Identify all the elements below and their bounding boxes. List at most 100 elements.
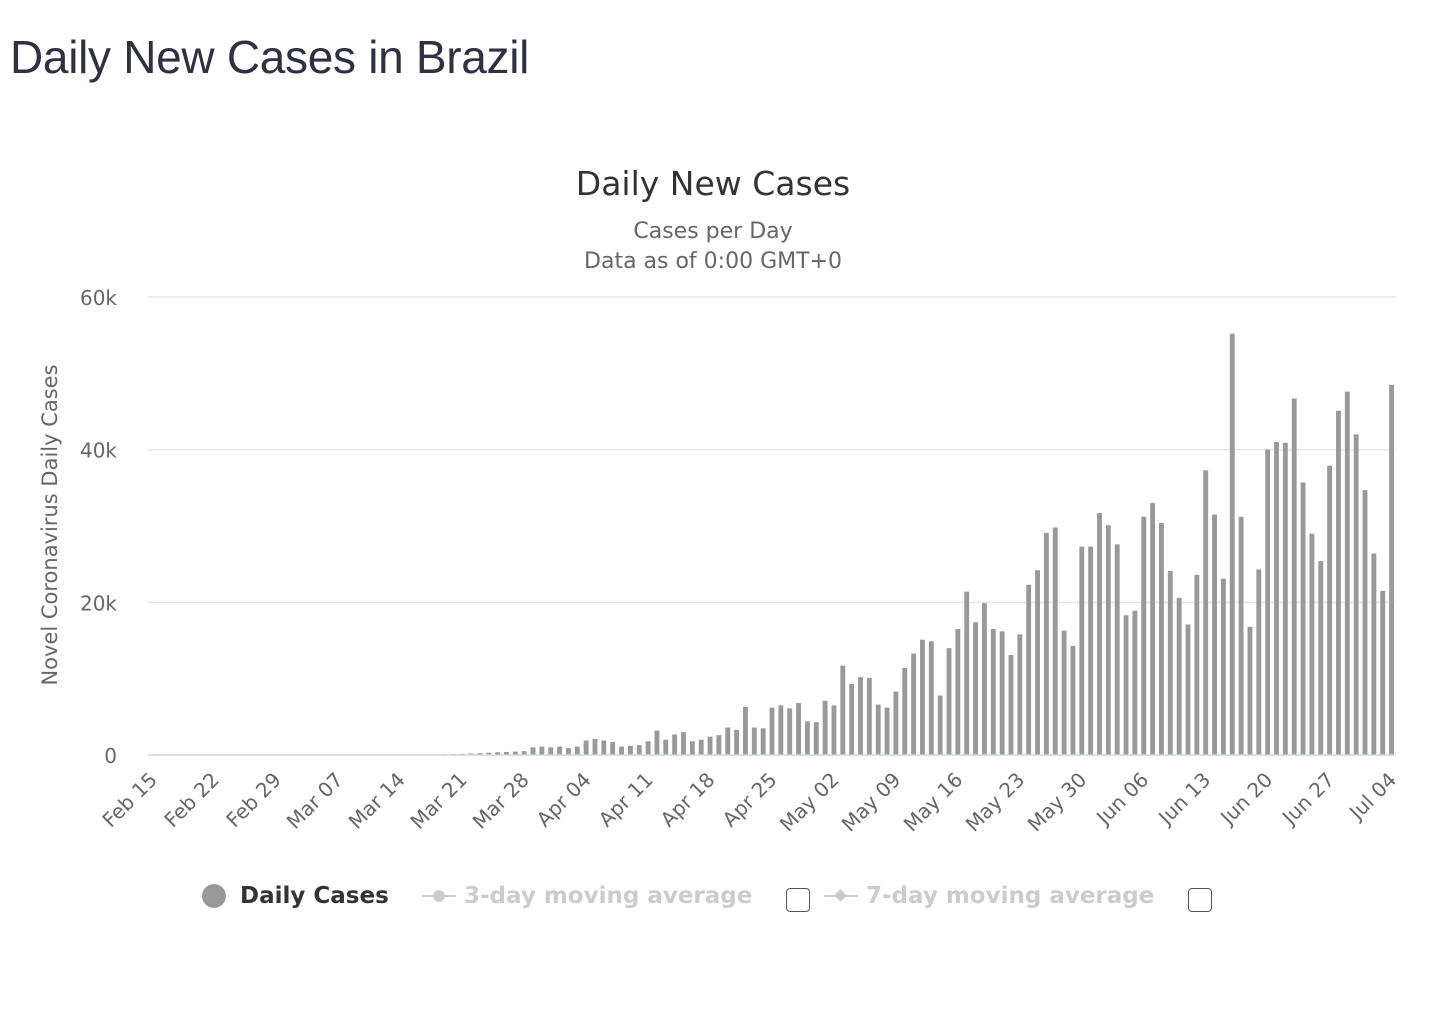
bar bbox=[1052, 527, 1058, 755]
x-tick-label: Feb 15 bbox=[97, 768, 162, 833]
bar bbox=[813, 722, 819, 755]
legend-item-7-day-average[interactable]: 7-day moving average bbox=[824, 876, 1154, 916]
bar bbox=[707, 736, 713, 755]
bar bbox=[1167, 571, 1173, 755]
x-tick-label: Mar 07 bbox=[282, 768, 348, 834]
line-diamond-icon bbox=[824, 889, 858, 903]
bar bbox=[743, 706, 748, 755]
bar bbox=[1309, 533, 1315, 755]
bar bbox=[893, 691, 899, 755]
bar bbox=[1017, 634, 1023, 755]
bar bbox=[1035, 570, 1040, 755]
bar bbox=[512, 751, 518, 755]
bar bbox=[645, 741, 651, 755]
bar bbox=[1371, 553, 1377, 755]
bar bbox=[866, 677, 872, 755]
bar bbox=[804, 721, 810, 755]
bar bbox=[521, 751, 527, 755]
x-tick-label: Apr 18 bbox=[656, 768, 720, 832]
bar bbox=[1353, 434, 1359, 755]
bar bbox=[601, 740, 607, 755]
bar bbox=[495, 752, 501, 755]
bar bbox=[1008, 655, 1014, 755]
x-tick-label: Feb 22 bbox=[159, 768, 224, 833]
bar bbox=[840, 665, 846, 755]
x-tick-label: Jun 20 bbox=[1214, 768, 1277, 831]
bar bbox=[1238, 516, 1244, 755]
legend-label-7-day-average: 7-day moving average bbox=[866, 883, 1155, 909]
bar bbox=[1061, 630, 1067, 755]
bar bbox=[1097, 513, 1102, 755]
bar bbox=[1114, 544, 1120, 755]
bar-series bbox=[247, 333, 1395, 756]
bar bbox=[1282, 442, 1288, 755]
bar bbox=[1105, 525, 1111, 755]
bar bbox=[1123, 615, 1129, 755]
bar bbox=[1150, 503, 1156, 755]
bar bbox=[858, 677, 863, 755]
legend-item-daily-cases[interactable]: Daily Cases bbox=[202, 876, 389, 916]
bar bbox=[1079, 546, 1085, 755]
x-tick-label: Apr 11 bbox=[594, 768, 658, 832]
x-tick-label: Jul 04 bbox=[1343, 768, 1401, 826]
bar bbox=[619, 746, 624, 755]
x-tick-label: May 09 bbox=[837, 768, 906, 837]
bar bbox=[592, 738, 598, 755]
bar bbox=[1336, 410, 1341, 755]
bar bbox=[672, 734, 678, 755]
bar bbox=[1362, 490, 1368, 755]
bar bbox=[1070, 645, 1076, 755]
y-axis-label: Novel Coronavirus Daily Cases bbox=[38, 364, 62, 685]
y-tick-label: 20k bbox=[80, 591, 117, 615]
bar bbox=[548, 747, 554, 755]
bar bbox=[875, 704, 881, 755]
bar bbox=[627, 745, 633, 755]
bar bbox=[530, 747, 536, 755]
line-circle-icon bbox=[422, 889, 456, 903]
bar bbox=[610, 742, 616, 755]
bar bbox=[920, 639, 925, 755]
x-tick-label: Jun 06 bbox=[1090, 768, 1153, 831]
bar bbox=[973, 622, 979, 755]
bar bbox=[689, 741, 695, 755]
x-tick-label: May 23 bbox=[961, 768, 1030, 837]
x-tick-label: Mar 21 bbox=[406, 768, 472, 834]
bar bbox=[981, 603, 987, 755]
bar bbox=[1256, 569, 1262, 755]
bar bbox=[1220, 578, 1226, 755]
legend-label-daily-cases: Daily Cases bbox=[240, 883, 389, 909]
bar bbox=[937, 695, 943, 755]
legend-item-3-day-average[interactable]: 3-day moving average bbox=[422, 876, 752, 916]
bar bbox=[486, 752, 492, 755]
bar bbox=[884, 707, 890, 755]
bar bbox=[1132, 610, 1138, 755]
bar bbox=[990, 629, 996, 755]
x-tick-label: Feb 29 bbox=[221, 768, 286, 833]
bar bbox=[1265, 449, 1271, 755]
bar bbox=[1159, 522, 1164, 755]
bar bbox=[574, 746, 580, 755]
bar bbox=[468, 753, 474, 755]
bar bbox=[583, 740, 589, 755]
bar bbox=[654, 730, 660, 755]
chart-title: Daily New Cases bbox=[576, 164, 850, 203]
bar bbox=[681, 732, 686, 755]
legend-circle-icon bbox=[202, 884, 226, 908]
bar bbox=[1088, 546, 1094, 755]
bar bbox=[1291, 398, 1297, 755]
bar bbox=[1300, 482, 1306, 755]
x-tick-label: May 16 bbox=[899, 768, 968, 837]
bar bbox=[1344, 391, 1350, 755]
checkbox-3-day-average[interactable] bbox=[786, 888, 810, 912]
bar bbox=[1026, 584, 1032, 755]
x-tick-label: Apr 04 bbox=[532, 768, 596, 832]
x-tick-label: May 30 bbox=[1023, 768, 1092, 837]
chart-subtitle-line-2: Data as of 0:00 GMT+0 bbox=[584, 249, 842, 274]
checkbox-7-day-average[interactable] bbox=[1188, 888, 1212, 912]
x-tick-label: May 02 bbox=[775, 768, 844, 837]
x-tick-label: Mar 14 bbox=[344, 768, 410, 834]
bar bbox=[999, 631, 1005, 755]
bar bbox=[636, 745, 642, 755]
